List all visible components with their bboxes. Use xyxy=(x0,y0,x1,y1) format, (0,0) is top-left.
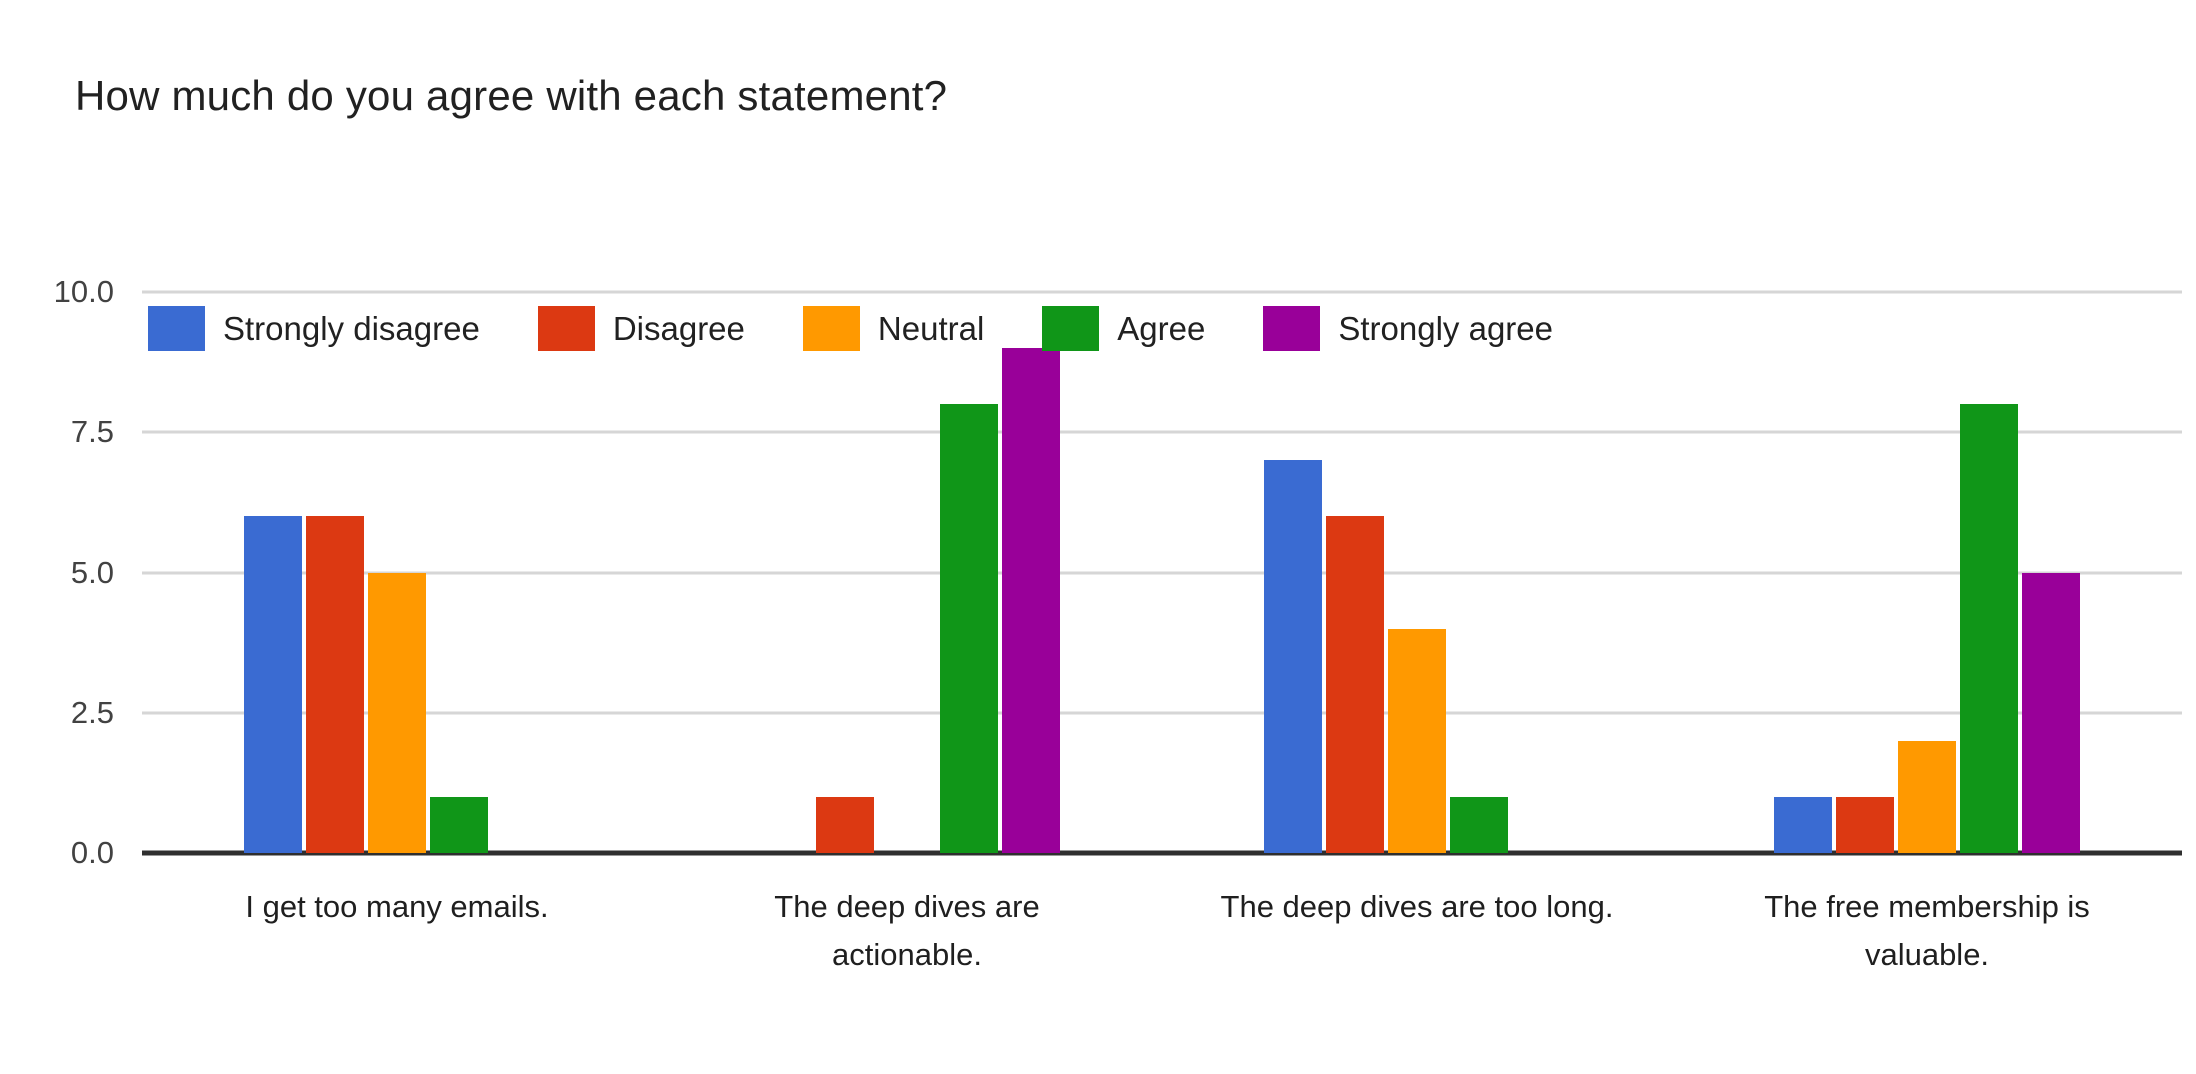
bar xyxy=(2022,572,2080,853)
legend-swatch xyxy=(1263,306,1321,351)
y-axis-tick-label: 2.5 xyxy=(70,694,114,730)
legend-item: Strongly agree xyxy=(1263,306,1553,351)
gridline xyxy=(142,571,2182,574)
bar xyxy=(244,516,302,853)
legend-item: Agree xyxy=(1042,306,1205,351)
bar xyxy=(1002,348,1060,853)
legend-item: Disagree xyxy=(537,306,745,351)
bar xyxy=(1264,460,1322,853)
bar xyxy=(1774,796,1832,853)
bar xyxy=(1960,404,2018,853)
gridline xyxy=(142,430,2182,434)
legend-label: Strongly agree xyxy=(1338,309,1553,347)
x-axis-category-label: The deep dives are actionable. xyxy=(774,889,1040,972)
chart-title: How much do you agree with each statemen… xyxy=(75,72,948,119)
legend-label: Strongly disagree xyxy=(223,309,480,347)
bar-group xyxy=(142,292,652,853)
bar xyxy=(1450,796,1508,853)
bar xyxy=(1836,796,1894,853)
bar xyxy=(430,796,488,853)
bar xyxy=(1898,740,1956,853)
legend-swatch xyxy=(1042,306,1100,351)
x-axis-category-label: I get too many emails. xyxy=(245,889,549,924)
x-axis-category-label: The deep dives are too long. xyxy=(1220,889,1614,924)
y-axis-tick-label: 10.0 xyxy=(53,274,114,309)
bar xyxy=(368,572,426,853)
bar xyxy=(940,404,998,853)
legend-label: Neutral xyxy=(877,309,985,347)
bar xyxy=(306,516,364,853)
bar-group xyxy=(1162,292,1672,853)
y-axis-tick-label: 7.5 xyxy=(70,414,114,450)
x-axis-category-label: The free membership is valuable. xyxy=(1764,889,2090,972)
legend-swatch xyxy=(537,306,595,351)
legend-swatch xyxy=(802,306,860,351)
gridline xyxy=(142,711,2182,715)
legend-item: Neutral xyxy=(802,306,985,351)
y-axis-tick-label: 5.0 xyxy=(70,554,114,590)
gridline xyxy=(142,850,2182,856)
bar xyxy=(816,796,874,853)
bar-group xyxy=(1672,292,2182,853)
plot-area: 10.0 7.5 5.0 2.5 0.0 Strongly disagree Disagr… xyxy=(54,274,2182,972)
gridline xyxy=(142,290,2182,294)
bar xyxy=(1326,516,1384,853)
legend: Strongly disagree Disagree Neutral Agree Str… xyxy=(148,306,1553,351)
bar xyxy=(1388,628,1446,853)
bars-layer xyxy=(142,292,2182,853)
legend-item: Strongly disagree xyxy=(148,306,480,351)
legend-swatch xyxy=(148,306,205,351)
bar-group xyxy=(652,292,1162,853)
x-axis-labels: I get too many emails. The deep dives are… xyxy=(142,883,2182,979)
legend-label: Agree xyxy=(1117,309,1206,347)
legend-label: Disagree xyxy=(612,309,745,347)
y-axis-tick-label: 0.0 xyxy=(70,835,114,870)
